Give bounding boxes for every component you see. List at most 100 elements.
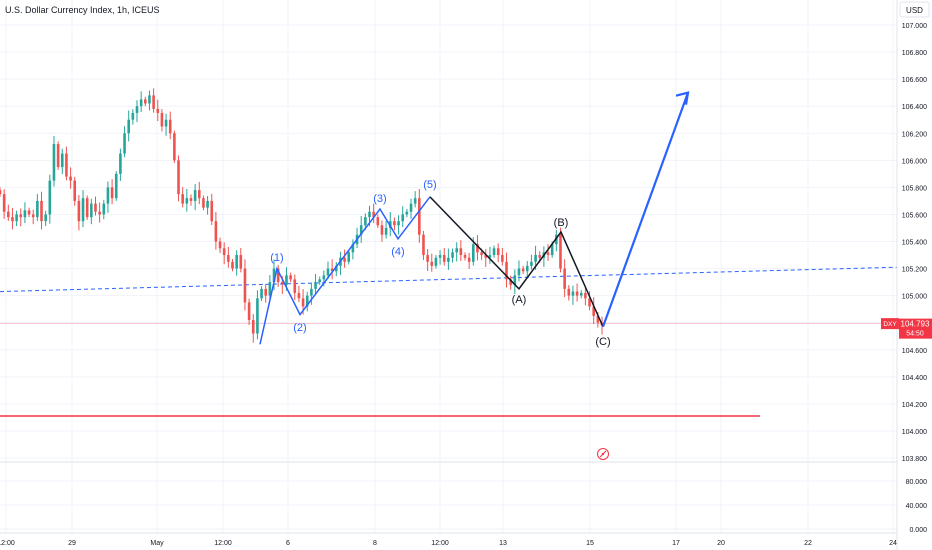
candle-body [189,198,193,201]
wave-label-c: (C) [595,336,610,348]
impulse-wave-line[interactable] [259,196,431,345]
price-axis-panel[interactable] [897,0,932,550]
candle-body [351,244,355,253]
candle-body [202,198,205,208]
candle-body [98,211,101,215]
candle-body [276,268,280,283]
candle-body [44,214,47,222]
candle-body [60,153,64,168]
time-tick-label: 17 [672,540,680,547]
projection-arrow-line[interactable] [601,92,690,328]
candle-body [467,257,471,262]
candle-body [488,255,492,258]
candle-body [301,298,305,307]
candle-body [330,268,334,272]
time-tick-label: 15 [586,540,594,547]
chart-title: U.S. Dollar Currency Index, 1h, ICEUS [5,5,160,15]
candle-body [285,275,288,285]
time-tick-label: 6 [286,540,290,547]
candle-body [592,306,595,316]
candle-body [239,255,243,269]
candle-body [471,244,475,262]
last-price-badge[interactable]: DXY 104.793 54:50 [881,318,932,339]
time-tick-label: May [150,540,164,547]
candle-body [164,119,168,127]
candle-body [2,194,6,212]
candle-body [40,200,43,222]
candle-body [152,95,155,109]
candle-body [484,255,488,258]
price-tick-label: 105.800 [902,185,927,192]
candle-body [343,257,346,262]
candle-body [123,133,126,154]
symbol-tag-bg [881,318,899,330]
candle-body [36,200,39,218]
candle-body [235,255,238,269]
candle-body [418,198,421,235]
candle-body [144,99,147,104]
candle-body [571,291,575,296]
price-axis-ticks: 107.000 106.800 106.600 106.400 106.200 106.0… [902,23,927,463]
price-tick-label: 104.000 [902,429,927,436]
candle-body [27,210,31,215]
candle-body [173,133,176,161]
candle-body [534,255,537,262]
candle-body [23,210,27,218]
candle-body [376,217,380,226]
dashed-trendline[interactable] [0,266,898,293]
candle-body [19,214,23,218]
candle-body [185,198,189,204]
candle-body [368,211,371,218]
price-tick-label: 105.400 [902,240,927,247]
candle-body [260,288,263,299]
price-tick-label: 105.200 [902,267,927,274]
time-tick-label: 29 [68,540,76,547]
candle-body [181,194,184,204]
candle-body [530,261,533,266]
candle-body [193,190,197,201]
candle-body [110,187,114,199]
target-icon[interactable] [597,448,609,460]
candle-body [588,298,591,307]
candle-body [401,214,405,222]
time-axis-ticks[interactable]: 12:00 29 May 12:00 6 8 12:00 13 15 17 20 22 24 [0,540,897,547]
price-tick-label: 106.600 [902,77,927,84]
corrective-wave-line[interactable] [429,196,604,328]
candle-body [160,112,164,127]
candle-body [268,282,272,296]
candle-body [156,108,160,113]
candle-body [310,288,313,296]
candle-body [7,211,10,218]
candle-body [501,255,504,262]
wave-label-2: (2) [293,322,306,334]
candle-body [567,288,571,296]
time-tick-label: 20 [717,540,725,547]
candle-body [455,248,458,253]
time-tick-label: 24 [889,540,897,547]
candle-body [81,198,85,222]
price-tick-label: 104.200 [902,402,927,409]
candle-body [451,252,454,258]
candle-body [405,211,409,215]
time-tick-label: 12:00 [214,540,232,547]
candle-body [90,203,93,218]
wave-label-a: (A) [512,294,527,306]
candle-body [206,200,209,208]
volume-tick-label: 0.000 [909,527,927,534]
volume-axis-ticks: 80.000 40.000 0.000 [906,479,928,534]
price-tick-label: 103.800 [902,456,927,463]
candle-body [214,221,218,242]
candle-body [114,173,118,199]
candle-body [135,106,139,113]
candle-body [218,241,222,249]
candle-body [380,225,384,235]
candle-body [563,268,566,289]
candle-body [546,252,550,256]
price-tick-label: 106.000 [902,158,927,165]
time-tick-label: 12:00 [431,540,449,547]
candle-body [227,255,230,262]
candle-body [430,261,434,266]
candle-body [513,275,517,285]
currency-button[interactable] [899,1,930,18]
